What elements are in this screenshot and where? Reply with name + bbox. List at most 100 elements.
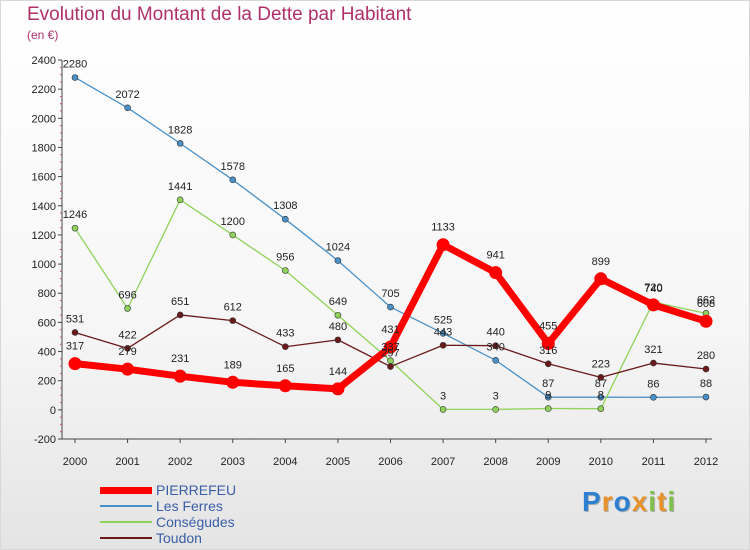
logo-letter: i	[667, 486, 677, 517]
data-point	[226, 375, 240, 389]
data-label: 8	[598, 390, 604, 402]
data-point	[334, 336, 342, 344]
data-labels-layer: 2280 2072 1828 1578 1308 1024 705 525 340 87 87 86 8…	[63, 58, 715, 402]
data-label: 431	[381, 324, 399, 336]
x-tick-label: 2010	[589, 456, 613, 468]
data-label: 317	[66, 341, 84, 353]
y-tick-label: 400	[38, 347, 56, 359]
legend-item: Conségudes	[100, 514, 236, 530]
data-point	[650, 394, 657, 401]
data-point	[492, 342, 499, 350]
data-label: 144	[329, 366, 347, 378]
data-point	[124, 305, 131, 312]
data-point	[282, 343, 289, 351]
data-point	[650, 359, 657, 367]
data-label: 899	[592, 256, 610, 268]
y-tick-label: 2000	[32, 113, 56, 125]
data-label: 87	[542, 378, 554, 390]
y-tick-label: 1400	[32, 201, 56, 213]
data-label: 651	[171, 296, 189, 308]
data-point	[702, 393, 710, 401]
logo-letter: P	[582, 486, 602, 517]
data-label: 1828	[168, 124, 192, 136]
data-label: 705	[381, 288, 399, 300]
data-label: 3	[440, 390, 446, 402]
data-point	[71, 224, 79, 232]
data-point	[541, 337, 555, 351]
data-point	[702, 365, 710, 373]
legend-item: PIERREFEU	[100, 482, 236, 498]
data-label: 1133	[431, 222, 455, 234]
data-label: 279	[118, 346, 136, 358]
data-point	[544, 405, 552, 412]
legend-item: Toudon	[100, 530, 236, 546]
y-tick-label: -200	[34, 434, 56, 446]
chart-title: Evolution du Montant de la Dette par Hab…	[27, 4, 412, 25]
x-tick-label: 2008	[483, 456, 507, 468]
data-label: 337	[381, 342, 399, 354]
data-label: 720	[644, 282, 662, 294]
x-tick-label: 2000	[63, 456, 87, 468]
data-label: 455	[539, 321, 557, 333]
data-point	[334, 257, 342, 264]
logo-letter: o	[613, 486, 632, 517]
data-label: 1200	[221, 216, 245, 228]
data-label: 612	[224, 302, 242, 314]
data-label: 223	[592, 358, 610, 370]
data-label: 86	[647, 378, 659, 390]
data-label: 231	[171, 353, 189, 365]
legend-label: PIERREFEU	[156, 481, 237, 498]
data-label: 321	[644, 344, 662, 356]
data-label: 440	[486, 327, 504, 339]
legend-label: Conségudes	[156, 513, 235, 530]
data-point	[278, 379, 292, 393]
data-point	[331, 382, 345, 396]
logo-letter: i	[648, 486, 658, 517]
data-point	[492, 356, 499, 364]
data-point	[384, 340, 397, 354]
data-point	[597, 393, 605, 401]
x-tick-label: 2011	[642, 456, 666, 468]
x-tick-label: 2009	[536, 456, 560, 468]
data-point	[71, 329, 79, 336]
data-label: 2072	[115, 89, 139, 101]
data-label: 165	[276, 363, 294, 375]
data-label: 1024	[326, 242, 350, 254]
data-point	[176, 140, 184, 147]
data-label: 88	[700, 378, 712, 390]
logo-letter: x	[631, 486, 649, 517]
data-label: 740	[644, 283, 662, 295]
x-tick-label: 2004	[273, 456, 297, 468]
data-label: 433	[276, 328, 294, 340]
x-tick-label: 2002	[168, 456, 192, 468]
data-label: 3	[493, 390, 499, 402]
data-point	[489, 266, 503, 280]
series-layer	[68, 74, 713, 413]
logo-letter: t	[657, 486, 668, 517]
y-tick-label: 800	[38, 288, 56, 300]
data-point	[176, 311, 184, 319]
data-label: 941	[486, 250, 504, 262]
x-tick-label: 2006	[378, 456, 402, 468]
data-point	[71, 74, 79, 81]
data-point	[646, 298, 660, 312]
data-point	[282, 267, 289, 274]
data-point	[597, 405, 605, 412]
data-label: 1441	[168, 181, 192, 193]
y-tick-label: 1200	[32, 230, 56, 242]
logo-letter: r	[601, 486, 614, 517]
data-point	[597, 374, 605, 381]
data-label: 649	[329, 296, 347, 308]
data-label: 956	[276, 251, 294, 263]
x-tick-label: 2007	[431, 456, 455, 468]
data-label: 9	[545, 390, 551, 402]
data-point	[544, 360, 552, 368]
data-label: 316	[539, 345, 557, 357]
data-label: 280	[697, 350, 715, 362]
data-label: 531	[66, 313, 84, 325]
legend-item: Les Ferres	[100, 498, 236, 514]
data-point	[176, 196, 184, 204]
data-label: 2280	[63, 58, 87, 70]
